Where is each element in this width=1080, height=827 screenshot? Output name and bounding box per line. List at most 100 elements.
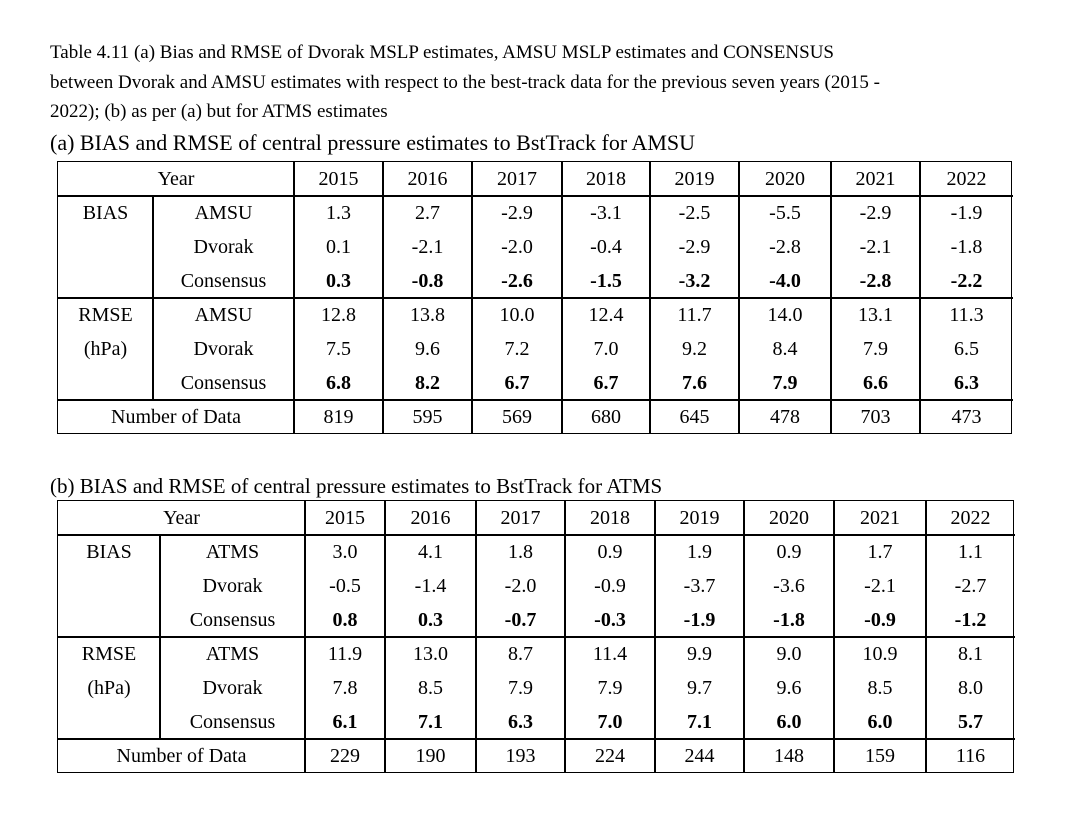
year-header-cell: 2022 xyxy=(946,168,987,190)
column-divider xyxy=(830,162,832,434)
table-cell: 7.5 xyxy=(326,338,351,360)
table-cell: 1.9 xyxy=(687,541,712,563)
table-cell: -1.4 xyxy=(414,575,447,597)
column-divider xyxy=(654,501,656,773)
year-header-cell: 2020 xyxy=(765,168,805,190)
row-label: Dvorak xyxy=(193,338,254,360)
table-cell: 6.0 xyxy=(867,711,893,733)
table-cell: -2.1 xyxy=(864,575,896,597)
count-cell: 645 xyxy=(679,406,710,428)
table-cell: 1.3 xyxy=(326,202,351,224)
table-cell: 7.0 xyxy=(597,711,623,733)
table-cell: 7.8 xyxy=(332,677,358,699)
table-cell: 13.8 xyxy=(410,304,445,326)
count-label: Number of Data xyxy=(111,406,241,428)
table-cell: -1.9 xyxy=(683,609,716,631)
table-cell: 7.6 xyxy=(682,372,707,394)
rmse-label: RMSE xyxy=(78,304,133,326)
table-cell: -0.7 xyxy=(504,609,537,631)
column-divider xyxy=(743,501,745,773)
table-cell: -2.0 xyxy=(504,575,537,597)
count-cell: 229 xyxy=(330,745,360,767)
table-cell: -2.9 xyxy=(859,202,892,224)
year-header-cell: 2020 xyxy=(769,507,809,529)
table-cell: 7.9 xyxy=(772,372,798,394)
table-a: Year 2015 2016 2017 2018 2019 2020 2021 2022 BIAS… xyxy=(57,161,1013,434)
table-cell: -1.2 xyxy=(954,609,987,631)
column-divider xyxy=(833,501,835,773)
table-cell: 12.4 xyxy=(588,304,624,326)
table-cell: 1.8 xyxy=(508,541,533,563)
table-cell: -1.9 xyxy=(950,202,983,224)
rmse-label: RMSE xyxy=(81,643,137,665)
year-header-cell: 2017 xyxy=(497,168,537,190)
table-cell: 14.0 xyxy=(767,304,803,326)
table-cell: -1.8 xyxy=(773,609,805,631)
table-cell: -4.0 xyxy=(769,270,801,292)
table-cell: -2.9 xyxy=(501,202,533,224)
table-cell: 10.9 xyxy=(862,643,898,665)
row-label: AMSU xyxy=(194,304,253,326)
count-cell: 569 xyxy=(502,406,532,428)
count-cell: 703 xyxy=(860,406,891,428)
table-cell: 6.3 xyxy=(508,711,533,733)
table-cell: 0.1 xyxy=(326,236,351,258)
table-cell: 4.1 xyxy=(418,541,443,563)
count-cell: 190 xyxy=(415,745,446,767)
year-header-cell: 2018 xyxy=(590,507,630,529)
table-cell: -2.9 xyxy=(678,236,711,258)
count-cell: 224 xyxy=(595,745,625,767)
table-cell: 0.3 xyxy=(326,270,351,292)
count-cell: 680 xyxy=(591,406,621,428)
table-cell: -3.2 xyxy=(678,270,711,292)
table-cell: -0.8 xyxy=(411,270,444,292)
table-cell: -0.4 xyxy=(590,236,622,258)
year-header-cell: 2019 xyxy=(674,168,715,190)
bias-label: BIAS xyxy=(86,541,132,563)
row-label: Consensus xyxy=(189,711,276,733)
count-cell: 473 xyxy=(951,406,982,428)
table-cell: -2.8 xyxy=(769,236,801,258)
column-divider xyxy=(471,162,473,434)
table-cell: 8.4 xyxy=(772,338,798,360)
table-cell: 9.6 xyxy=(776,677,802,699)
column-divider xyxy=(304,501,306,773)
table-cell: -0.3 xyxy=(594,609,626,631)
table-cell: 8.2 xyxy=(415,372,440,394)
table-cell: -2.5 xyxy=(678,202,711,224)
year-header: Year xyxy=(163,507,200,529)
table-cell: -0.5 xyxy=(329,575,361,597)
table-cell: 8.7 xyxy=(508,643,533,665)
table-cell: -0.9 xyxy=(864,609,896,631)
count-cell: 116 xyxy=(955,745,986,767)
table-cell: -0.9 xyxy=(594,575,626,597)
table-cell: -2.1 xyxy=(859,236,892,258)
table-cell: 6.1 xyxy=(332,711,358,733)
table-cell: -1.8 xyxy=(950,236,983,258)
table-cell: -2.8 xyxy=(859,270,892,292)
table-cell: 7.1 xyxy=(418,711,443,733)
table-cell: 8.5 xyxy=(867,677,893,699)
year-header-cell: 2016 xyxy=(410,507,451,529)
column-divider xyxy=(159,534,161,738)
column-divider xyxy=(382,162,384,434)
count-cell: 148 xyxy=(774,745,804,767)
count-cell: 819 xyxy=(323,406,354,428)
year-header-cell: 2015 xyxy=(325,507,365,529)
table-cell: 13.1 xyxy=(858,304,893,326)
table-cell: 1.7 xyxy=(867,541,893,563)
column-divider xyxy=(475,501,477,773)
table-cell: 12.8 xyxy=(321,304,356,326)
table-cell: 3.0 xyxy=(332,541,358,563)
table-cell: -3.7 xyxy=(683,575,716,597)
column-divider xyxy=(293,162,295,434)
table-cell: 7.0 xyxy=(593,338,619,360)
table-cell: -2.6 xyxy=(501,270,533,292)
row-divider xyxy=(58,297,1013,299)
year-header-cell: 2019 xyxy=(679,507,720,529)
table-cell: -1.5 xyxy=(590,270,622,292)
table-cell: 6.7 xyxy=(593,372,619,394)
table-cell: 1.1 xyxy=(958,541,983,563)
table-cell: 10.0 xyxy=(499,304,535,326)
column-divider xyxy=(738,162,740,434)
